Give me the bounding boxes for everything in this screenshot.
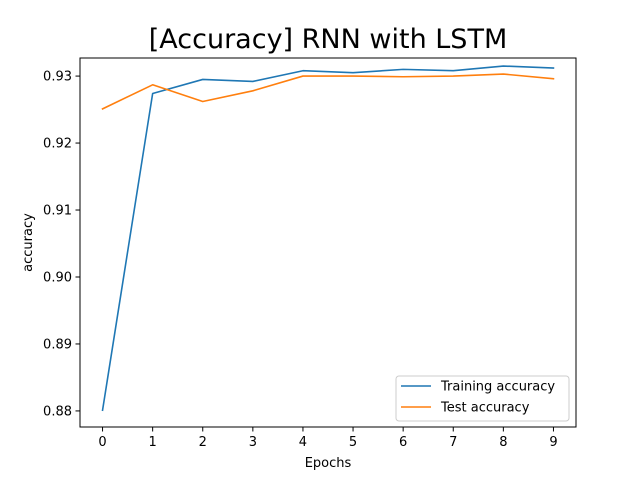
- x-tick-label: 0: [98, 435, 106, 450]
- x-tick-label: 9: [549, 435, 557, 450]
- x-tick-label: 7: [449, 435, 457, 450]
- x-tick-label: 4: [299, 435, 307, 450]
- plot-area-frame: [79, 57, 577, 428]
- x-tick-label: 6: [399, 435, 407, 450]
- x-axis-ticks: 0 1 2 3 4 5 6 7 8 9: [98, 427, 558, 450]
- series-line-test: [101, 73, 555, 110]
- x-tick-label: 2: [199, 435, 207, 450]
- y-tick-label: 0.90: [43, 270, 72, 285]
- series-line-training: [101, 65, 555, 412]
- legend-label: Test accuracy: [440, 401, 530, 416]
- legend-box: [395, 375, 570, 422]
- y-tick-label: 0.91: [43, 204, 72, 219]
- x-tick-label: 5: [349, 435, 357, 450]
- chart-title: [Accuracy] RNN with LSTM: [149, 24, 508, 55]
- series-layer: [101, 65, 555, 412]
- legend-label: Training accuracy: [440, 380, 555, 395]
- x-tick-label: 1: [149, 435, 157, 450]
- legend-items: Training accuracy Test accuracy: [401, 380, 555, 416]
- y-tick-label: 0.88: [43, 404, 72, 419]
- x-tick-label: 8: [499, 435, 507, 450]
- y-axis-label: accuracy: [21, 213, 36, 272]
- x-tick-label: 3: [249, 435, 257, 450]
- y-tick-label: 0.93: [43, 70, 72, 85]
- x-axis-label: Epochs: [305, 456, 352, 471]
- y-axis-ticks: 0.88 0.89 0.90 0.91 0.92 0.93: [43, 70, 80, 419]
- y-tick-label: 0.89: [43, 337, 72, 352]
- legend: Training accuracy Test accuracy: [395, 375, 570, 422]
- y-tick-label: 0.92: [43, 137, 72, 152]
